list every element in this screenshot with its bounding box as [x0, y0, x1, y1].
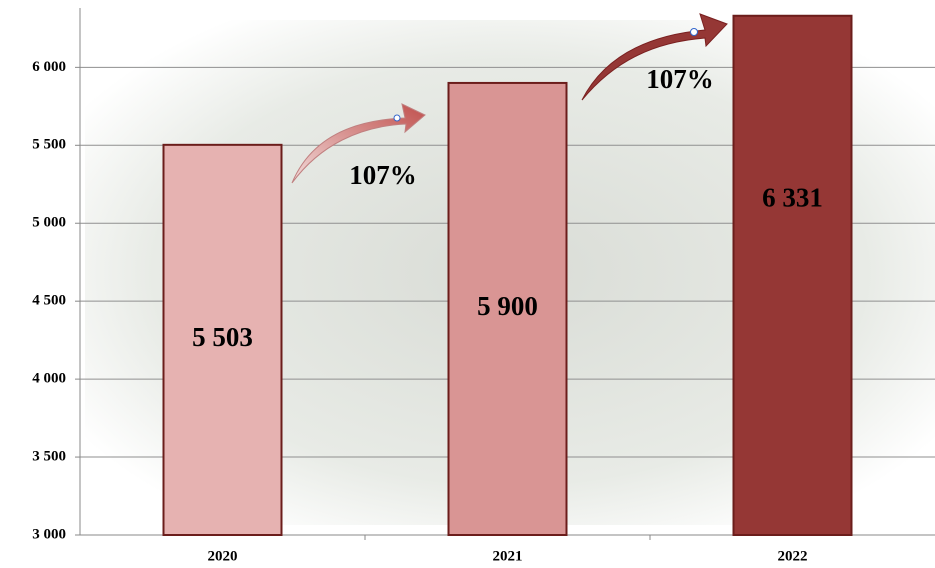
- annotation: 107%: [349, 160, 417, 190]
- y-tick-label: 3 000: [32, 526, 66, 542]
- chart: 107% 107% 3 000 3 500 4 000 4 500 5 000 5 500…: [0, 0, 935, 568]
- x-tick-label: 2020: [208, 548, 238, 564]
- bar: [734, 16, 852, 535]
- x-tick-label: 2022: [778, 548, 808, 564]
- value-label: 5 503: [192, 322, 253, 352]
- arrow-dot: [394, 115, 400, 121]
- arrow-dot: [691, 29, 698, 36]
- y-tick-label: 4 000: [32, 371, 66, 387]
- y-tick-label: 5 500: [32, 137, 66, 153]
- y-tick-label: 5 000: [32, 215, 66, 231]
- annotation: 107%: [646, 64, 714, 94]
- x-tick-label: 2021: [493, 548, 523, 564]
- page: 107% 107% 3 000 3 500 4 000 4 500 5 000 5 500…: [0, 0, 935, 568]
- value-label: 6 331: [762, 183, 823, 213]
- y-tick-label: 4 500: [32, 293, 66, 309]
- y-tick-label: 3 500: [32, 448, 66, 464]
- value-label: 5 900: [477, 291, 538, 321]
- y-tick-label: 6 000: [32, 59, 66, 75]
